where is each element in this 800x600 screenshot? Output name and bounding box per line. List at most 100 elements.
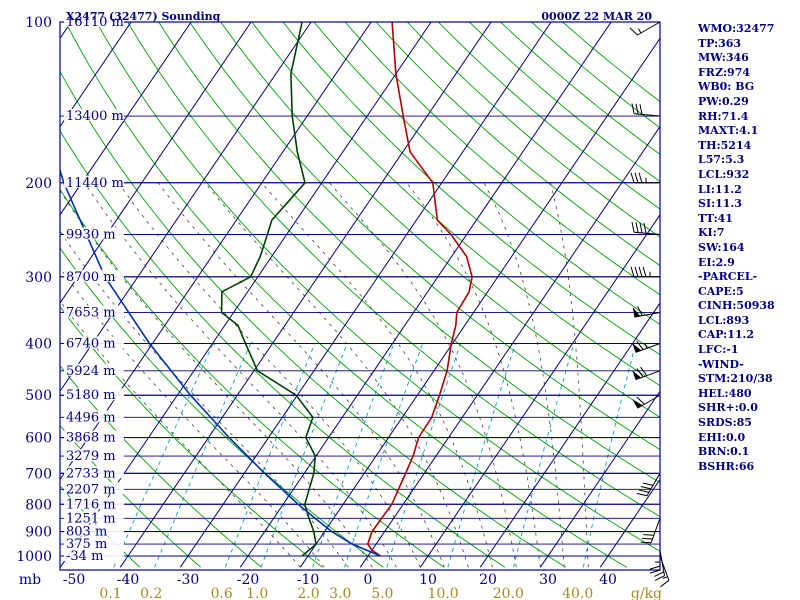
mixing-ratio-tick-label: 0.2 (140, 586, 162, 600)
height-label-bg (64, 410, 124, 423)
moist-adiabat-line (157, 182, 445, 568)
mixing-ratio-line (582, 343, 637, 568)
wind-barb (630, 266, 660, 278)
isotherm-line (479, 302, 660, 568)
wind-barb (654, 550, 666, 581)
height-label-bg (64, 466, 124, 479)
isotherm-line (179, 22, 552, 568)
wind-barb-flag (638, 489, 650, 493)
mixing-ratio-tick-label: 10.0 (428, 586, 459, 600)
height-label-bg (64, 336, 124, 349)
wind-barb-staff (646, 473, 661, 497)
dry-adiabat-line (60, 247, 384, 568)
temperature-tick-label: -40 (117, 572, 140, 588)
wind-barb-flag (643, 534, 654, 536)
mixing-ratio-tick-label: 5.0 (371, 586, 393, 600)
index-item: LCL:893 (698, 313, 750, 327)
wind-barb-flag (642, 537, 653, 540)
dry-adiabat-line (60, 305, 323, 568)
wind-barb (636, 473, 661, 497)
isotherm-line (60, 22, 252, 304)
wind-barb-flag (640, 366, 648, 376)
stability-indices-panel: WMO:32477 TP:363 MW:346 FRZ:974 WB0: BG PW:0.… (698, 22, 798, 474)
mixing-ratio-line (312, 343, 395, 568)
index-item: PW:0.29 (698, 94, 749, 108)
wind-barb-flag (631, 221, 635, 233)
index-item: RH:71.4 (698, 109, 749, 123)
wind-barb-flag (649, 565, 661, 570)
dry-adiabat-line (220, 22, 660, 418)
wind-barb (632, 366, 661, 381)
temperature-tick-label: 10 (419, 572, 437, 588)
index-item: L57:5.3 (698, 153, 745, 167)
isotherm-line (60, 22, 372, 481)
height-level-label: 13400 m (66, 109, 124, 124)
wind-barb-half-flag (662, 576, 668, 579)
index-item: BRN:0.1 (698, 445, 750, 459)
height-label-bg (64, 388, 124, 401)
index-item: CINH:50938 (698, 299, 775, 313)
mixing-ratio-line (154, 343, 251, 568)
index-item: WB0: BG (698, 80, 755, 94)
wind-barb-flag (636, 492, 648, 497)
height-level-label: -34 m (66, 549, 103, 564)
index-item: EHI:0.0 (698, 430, 746, 444)
wind-barb-flag (636, 396, 645, 405)
parcel-path (60, 167, 381, 557)
index-item: LI:11.2 (698, 182, 742, 196)
dry-adiabat-line (60, 129, 506, 568)
mixing-ratio-tick-label: 0.6 (211, 586, 233, 600)
height-label-bg (64, 537, 124, 550)
height-level-label: 6740 m (66, 337, 116, 352)
wind-barb-flag (654, 575, 665, 581)
height-label-bg (64, 549, 124, 561)
height-level-label: 7653 m (66, 306, 116, 321)
wind-barb (631, 221, 661, 235)
height-level-label: 375 m (66, 537, 107, 552)
index-item: SRDS:85 (698, 416, 752, 430)
wind-barb-flag (629, 27, 638, 36)
index-item: LCL:932 (698, 167, 750, 181)
pressure-tick-label: 600 (25, 431, 52, 447)
sounding-time: 0000Z 22 MAR 20 (541, 10, 652, 23)
dry-adiabat-line (158, 22, 660, 484)
height-level-label: 8700 m (66, 270, 116, 285)
index-item: -WIND- (698, 357, 744, 371)
wind-barb-flag (639, 104, 643, 115)
isotherm-line (539, 390, 660, 568)
pressure-tick-label: 200 (25, 176, 52, 192)
height-label-bg (64, 497, 124, 510)
wind-barb-staff (635, 343, 661, 353)
index-item: SHR+:0.0 (698, 401, 758, 415)
height-label-bg (64, 305, 124, 318)
wind-barb-staff (650, 518, 661, 543)
height-level-label: 1716 m (66, 497, 116, 512)
wind-barb-half-flag (638, 28, 642, 34)
temperature-tick-label: 20 (479, 572, 497, 588)
mixing-ratio-unit-label: g/kg (631, 586, 662, 600)
pressure-tick-label: 700 (25, 466, 52, 482)
mixing-ratio-line (113, 343, 214, 568)
mixing-ratio-line (513, 343, 575, 568)
wind-barb-flag (635, 222, 639, 233)
temperature-tick-label: 0 (364, 572, 373, 588)
height-level-label: 16110 m (66, 15, 124, 30)
dry-adiabat-line (282, 22, 660, 356)
index-item: STM:210/38 (698, 372, 773, 386)
wind-barb-flag (649, 569, 661, 574)
pressure-unit-label: mb (19, 572, 41, 588)
height-label-bg (64, 449, 124, 462)
temperature-tick-label: -10 (297, 572, 320, 588)
index-item: MAXT:4.1 (698, 124, 759, 138)
moist-adiabat-line (483, 182, 565, 568)
sounding-profiles (60, 22, 473, 557)
index-item: TH:5214 (698, 138, 752, 152)
mixing-ratio-tick-label: 3.0 (329, 586, 351, 600)
height-level-label: 5180 m (66, 388, 116, 403)
wind-barb-flag (640, 485, 652, 490)
index-item: SW:164 (698, 240, 745, 254)
wind-barb-staff (634, 113, 661, 117)
dry-adiabat-line (189, 22, 660, 451)
height-level-label: 1251 m (66, 511, 116, 526)
index-item: KI:7 (698, 226, 725, 240)
